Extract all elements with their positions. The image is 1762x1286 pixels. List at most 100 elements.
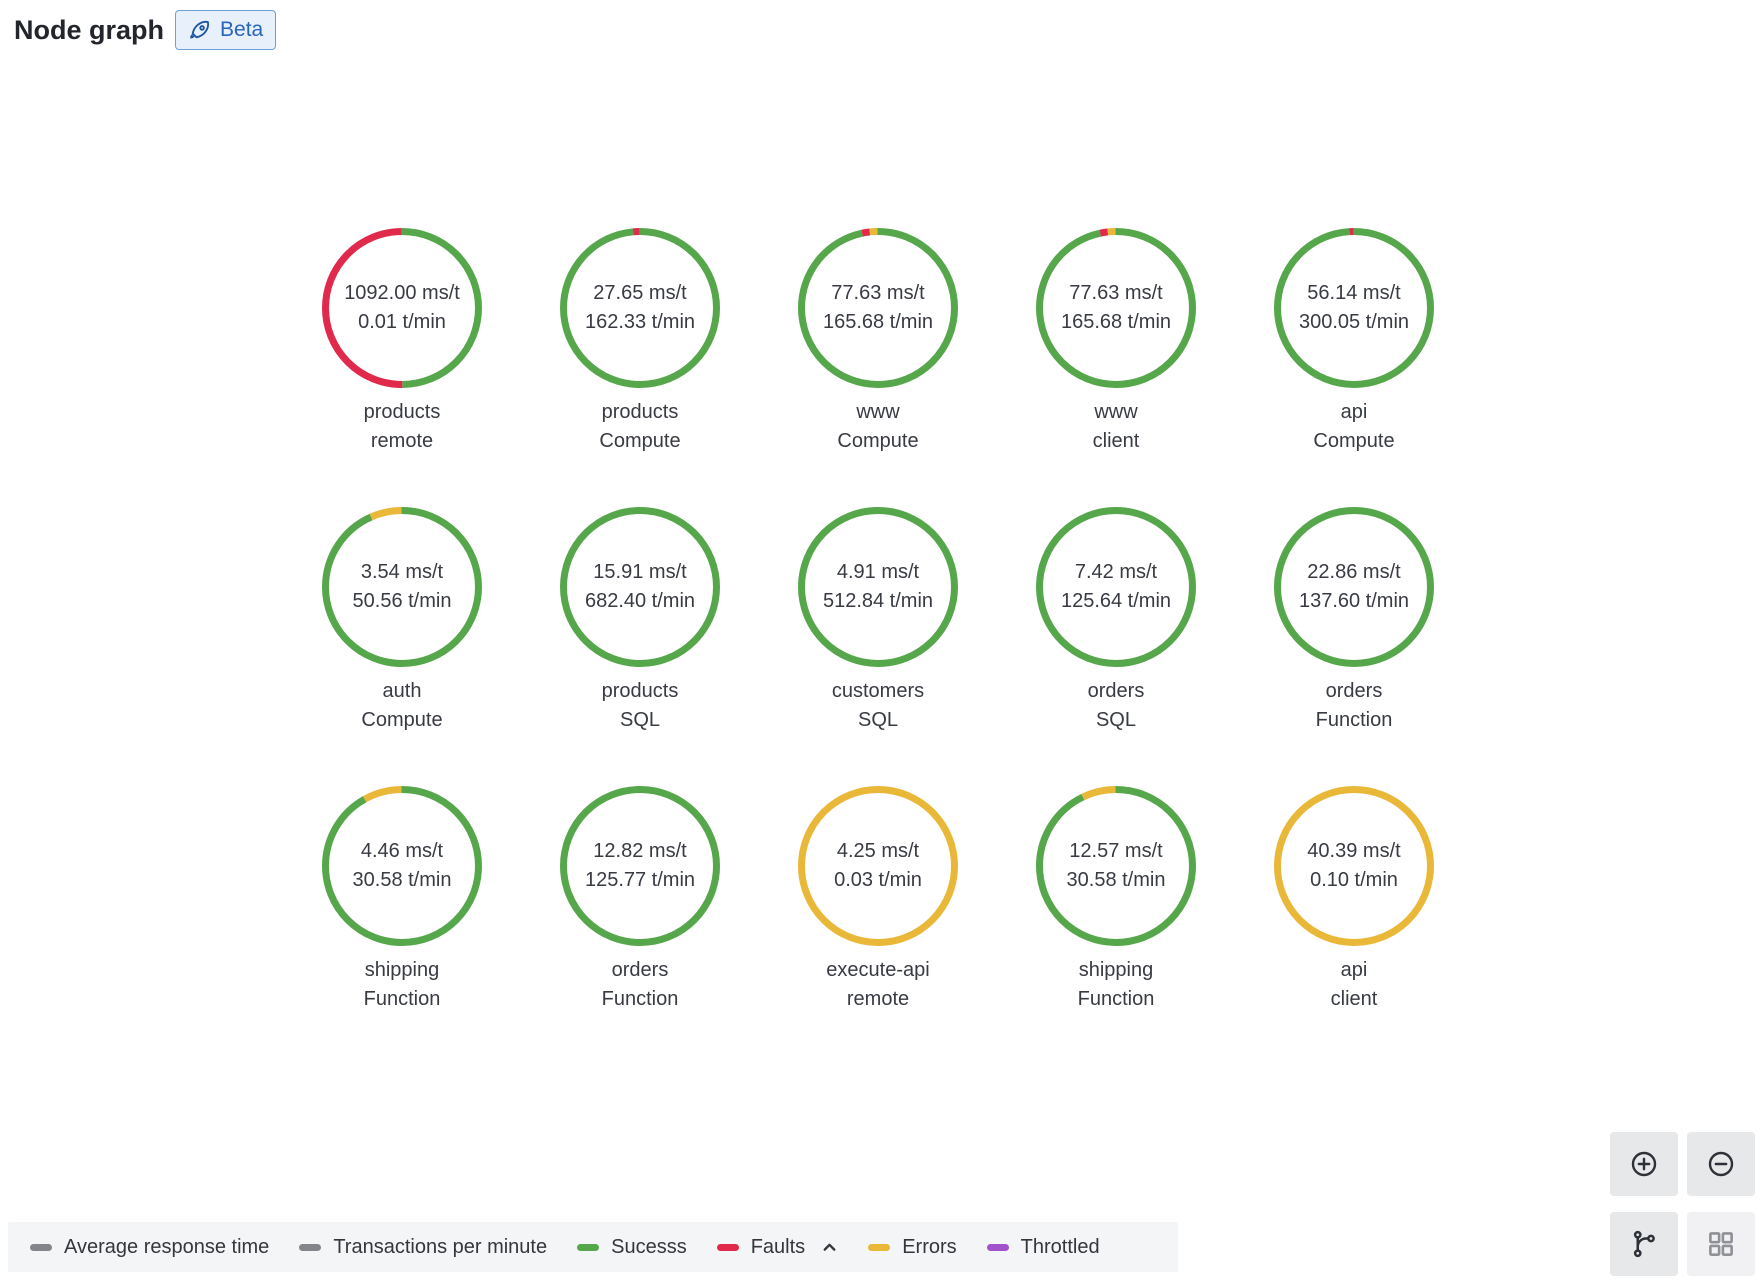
legend-item-label: Average response time (64, 1235, 270, 1258)
graph-node[interactable]: 3.54 ms/t 50.56 t/min auth Compute (292, 507, 512, 735)
node-stats: 15.91 ms/t 682.40 t/min (560, 507, 720, 667)
node-title: products (601, 401, 679, 423)
node-title: auth (382, 680, 422, 702)
node-subtitle: SQL (619, 709, 661, 731)
node-subtitle: SQL (857, 709, 899, 731)
node-subtitle: Compute (1313, 430, 1395, 452)
node-ring: 4.46 ms/t 30.58 t/min (322, 786, 482, 946)
node-subtitle: Function (1077, 988, 1155, 1010)
node-stats: 12.82 ms/t 125.77 t/min (560, 786, 720, 946)
node-subtitle: SQL (1095, 709, 1136, 731)
graph-node[interactable]: 56.14 ms/t 300.05 t/min api Compute (1244, 228, 1464, 456)
legend-swatch-icon (577, 1243, 600, 1251)
node-label: orders SQL (1088, 677, 1145, 735)
node-title: products (363, 401, 441, 423)
graph-node[interactable]: 7.42 ms/t 125.64 t/min orders SQL (1006, 507, 1226, 735)
node-subtitle: Function (601, 988, 679, 1010)
node-stats: 27.65 ms/t 162.33 t/min (560, 228, 720, 388)
graph-node[interactable]: 4.91 ms/t 512.84 t/min customers SQL (768, 507, 988, 735)
node-stats: 12.57 ms/t 30.58 t/min (1036, 786, 1196, 946)
circle-plus-icon (1631, 1151, 1657, 1177)
node-secondarystat: 0.03 t/min (834, 869, 922, 891)
node-subtitle: Compute (837, 430, 919, 452)
legend-item[interactable]: Errors (868, 1236, 957, 1259)
zoom-out-button[interactable] (1687, 1132, 1755, 1196)
node-secondarystat: 165.68 t/min (822, 311, 934, 333)
node-ring: 77.63 ms/t 165.68 t/min (798, 228, 958, 388)
legend-swatch-icon (30, 1243, 52, 1251)
node-ring: 3.54 ms/t 50.56 t/min (322, 507, 482, 667)
legend-swatch-icon (716, 1243, 739, 1251)
node-subtitle: remote (370, 430, 434, 452)
node-stats: 77.63 ms/t 165.68 t/min (1036, 228, 1196, 388)
node-mainstat: 15.91 ms/t (593, 561, 687, 583)
graph-node[interactable]: 12.57 ms/t 30.58 t/min shipping Function (1006, 786, 1226, 1014)
node-ring: 12.57 ms/t 30.58 t/min (1036, 786, 1196, 946)
node-secondarystat: 0.01 t/min (358, 311, 446, 333)
graph-node[interactable]: 1092.00 ms/t 0.01 t/min products remote (292, 228, 512, 456)
node-label: www Compute (837, 398, 918, 456)
node-title: orders (1087, 680, 1145, 702)
node-secondarystat: 30.58 t/min (1066, 869, 1166, 891)
node-secondarystat: 162.33 t/min (584, 311, 696, 333)
node-secondarystat: 137.60 t/min (1298, 590, 1410, 612)
graph-node[interactable]: 77.63 ms/t 165.68 t/min www Compute (768, 228, 988, 456)
node-stats: 56.14 ms/t 300.05 t/min (1274, 228, 1434, 388)
legend-item[interactable]: Sucesss (577, 1236, 687, 1259)
legend-item[interactable]: Average response time (30, 1236, 269, 1259)
node-secondarystat: 512.84 t/min (822, 590, 934, 612)
node-secondarystat: 0.10 t/min (1310, 869, 1398, 891)
rocket-icon (190, 20, 210, 39)
node-title: api (1340, 401, 1368, 423)
graph-node[interactable]: 77.63 ms/t 165.68 t/min www client (1006, 228, 1226, 456)
node-title: products (601, 680, 679, 702)
node-secondarystat: 50.56 t/min (352, 590, 452, 612)
node-ring: 15.91 ms/t 682.40 t/min (560, 507, 720, 667)
node-title: shipping (364, 959, 440, 981)
node-mainstat: 12.57 ms/t (1069, 840, 1163, 862)
node-ring: 56.14 ms/t 300.05 t/min (1274, 228, 1434, 388)
layout-default-button[interactable] (1610, 1212, 1678, 1276)
graph-node[interactable]: 15.91 ms/t 682.40 t/min products SQL (530, 507, 750, 735)
node-mainstat: 1092.00 ms/t (344, 282, 460, 304)
legend-item[interactable]: Throttled (986, 1236, 1100, 1259)
node-label: api client (1331, 956, 1378, 1014)
node-label: shipping Function (1078, 956, 1155, 1014)
beta-badge: Beta (175, 10, 277, 50)
node-label: auth Compute (361, 677, 442, 735)
graph-node[interactable]: 40.39 ms/t 0.10 t/min api client (1244, 786, 1464, 1014)
node-ring: 77.63 ms/t 165.68 t/min (1036, 228, 1196, 388)
node-subtitle: Function (363, 988, 441, 1010)
legend-item[interactable]: Transactions per minute (299, 1236, 547, 1259)
node-stats: 4.91 ms/t 512.84 t/min (798, 507, 958, 667)
legend-item-label: Faults (750, 1235, 806, 1258)
node-ring: 1092.00 ms/t 0.01 t/min (322, 228, 482, 388)
node-title: orders (1325, 680, 1383, 702)
legend-swatch-icon (868, 1243, 891, 1251)
node-ring: 7.42 ms/t 125.64 t/min (1036, 507, 1196, 667)
grid-layout-icon (1709, 1232, 1733, 1256)
graph-node[interactable]: 27.65 ms/t 162.33 t/min products Compute (530, 228, 750, 456)
node-stats: 4.25 ms/t 0.03 t/min (798, 786, 958, 946)
graph-node[interactable]: 22.86 ms/t 137.60 t/min orders Function (1244, 507, 1464, 735)
chevron-up-icon (821, 1239, 838, 1256)
node-subtitle: client (1330, 988, 1378, 1010)
node-stats: 77.63 ms/t 165.68 t/min (798, 228, 958, 388)
node-mainstat: 40.39 ms/t (1307, 840, 1401, 862)
node-label: products remote (364, 398, 441, 456)
zoom-in-button[interactable] (1610, 1132, 1678, 1196)
node-label: orders Function (1316, 677, 1393, 735)
graph-node[interactable]: 12.82 ms/t 125.77 t/min orders Function (530, 786, 750, 1014)
legend-item[interactable]: Faults (716, 1235, 838, 1259)
node-label: products SQL (602, 677, 679, 735)
graph-node[interactable]: 4.25 ms/t 0.03 t/min execute-api remote (768, 786, 988, 1014)
legend-swatch-icon (299, 1243, 322, 1251)
graph-node[interactable]: 4.46 ms/t 30.58 t/min shipping Function (292, 786, 512, 1014)
node-title: www (1094, 401, 1138, 423)
node-subtitle: Compute (361, 709, 443, 731)
node-mainstat: 7.42 ms/t (1074, 561, 1158, 583)
layout-grid-button[interactable] (1687, 1212, 1755, 1276)
legend-bar: Average response time Transactions per mi… (8, 1222, 1178, 1272)
